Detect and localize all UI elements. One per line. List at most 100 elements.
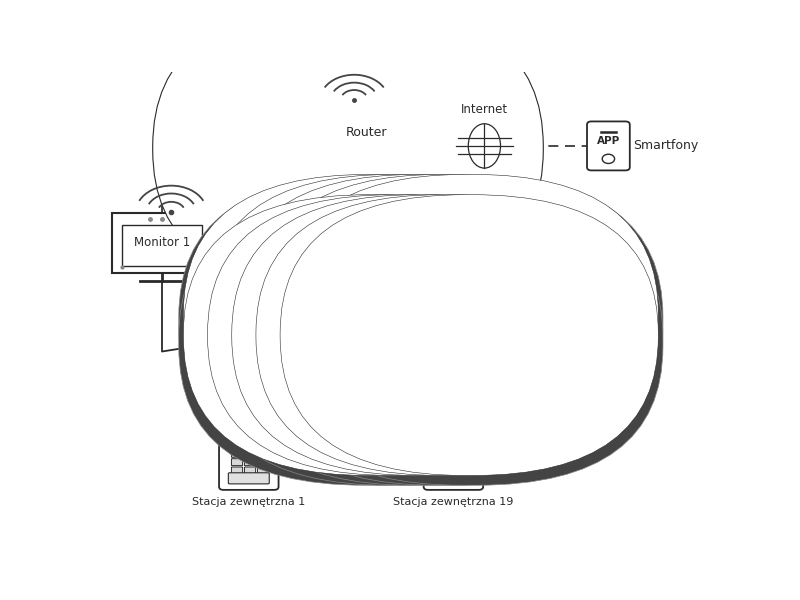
FancyBboxPatch shape	[462, 442, 474, 449]
FancyBboxPatch shape	[207, 194, 586, 476]
Circle shape	[238, 418, 259, 433]
FancyBboxPatch shape	[436, 451, 447, 457]
FancyBboxPatch shape	[231, 458, 242, 466]
FancyBboxPatch shape	[245, 451, 256, 457]
FancyBboxPatch shape	[251, 178, 638, 465]
FancyBboxPatch shape	[231, 442, 242, 449]
FancyBboxPatch shape	[256, 194, 634, 476]
FancyBboxPatch shape	[227, 178, 614, 465]
Circle shape	[233, 413, 265, 437]
FancyBboxPatch shape	[457, 332, 482, 350]
FancyBboxPatch shape	[283, 225, 363, 266]
FancyBboxPatch shape	[275, 199, 663, 485]
FancyBboxPatch shape	[385, 332, 409, 350]
FancyBboxPatch shape	[409, 311, 433, 329]
FancyBboxPatch shape	[351, 310, 494, 352]
Circle shape	[535, 308, 607, 362]
FancyBboxPatch shape	[587, 121, 630, 170]
Text: . . . . . . . .: . . . . . . . .	[370, 234, 482, 247]
FancyBboxPatch shape	[228, 473, 270, 484]
Text: CCTV: CCTV	[555, 376, 587, 389]
Text: UTP: UTP	[537, 314, 558, 324]
Text: UTP: UTP	[250, 351, 272, 361]
Text: Monitor 1: Monitor 1	[134, 236, 190, 250]
Text: Router: Router	[346, 127, 387, 139]
Circle shape	[553, 322, 590, 349]
FancyBboxPatch shape	[433, 473, 474, 484]
FancyBboxPatch shape	[203, 178, 590, 465]
FancyBboxPatch shape	[245, 458, 256, 466]
FancyBboxPatch shape	[122, 225, 202, 266]
FancyBboxPatch shape	[436, 442, 447, 449]
FancyBboxPatch shape	[203, 199, 590, 485]
FancyBboxPatch shape	[274, 213, 373, 273]
FancyBboxPatch shape	[258, 458, 269, 466]
FancyBboxPatch shape	[178, 199, 566, 485]
Text: UTP: UTP	[241, 337, 262, 347]
Text: UTP: UTP	[356, 349, 378, 359]
FancyBboxPatch shape	[183, 194, 562, 476]
FancyBboxPatch shape	[219, 403, 278, 490]
Text: Smartfony: Smartfony	[633, 139, 698, 152]
FancyBboxPatch shape	[256, 175, 634, 455]
FancyBboxPatch shape	[457, 311, 482, 329]
FancyBboxPatch shape	[349, 308, 496, 353]
FancyBboxPatch shape	[178, 178, 566, 465]
Text: . . . . . . . .: . . . . . . . .	[295, 428, 407, 441]
Text: Stacja zewnętrzna 1: Stacja zewnętrzna 1	[192, 497, 306, 507]
FancyBboxPatch shape	[227, 199, 614, 485]
FancyBboxPatch shape	[232, 175, 610, 455]
FancyBboxPatch shape	[280, 194, 658, 476]
FancyBboxPatch shape	[433, 311, 457, 329]
FancyBboxPatch shape	[462, 467, 474, 474]
FancyBboxPatch shape	[449, 458, 460, 466]
Text: Stacja zewnętrzna 19: Stacja zewnętrzna 19	[394, 497, 514, 507]
FancyBboxPatch shape	[436, 467, 447, 474]
FancyBboxPatch shape	[449, 467, 460, 474]
Text: Switch PoE: Switch PoE	[281, 324, 345, 337]
Text: UTP: UTP	[427, 351, 449, 361]
Circle shape	[454, 124, 514, 168]
Text: Monitor 6: Monitor 6	[494, 236, 550, 250]
FancyBboxPatch shape	[275, 178, 663, 465]
Text: APP: APP	[597, 136, 620, 146]
Text: Kamera: Kamera	[548, 370, 594, 383]
Text: Monitor 2: Monitor 2	[295, 236, 351, 250]
FancyBboxPatch shape	[183, 175, 562, 455]
FancyBboxPatch shape	[258, 451, 269, 457]
FancyBboxPatch shape	[385, 311, 409, 329]
FancyBboxPatch shape	[449, 442, 460, 449]
FancyBboxPatch shape	[207, 175, 586, 455]
Circle shape	[443, 418, 464, 433]
FancyBboxPatch shape	[361, 332, 385, 350]
FancyBboxPatch shape	[258, 442, 269, 449]
FancyBboxPatch shape	[449, 451, 460, 457]
FancyBboxPatch shape	[433, 332, 457, 350]
FancyBboxPatch shape	[472, 213, 571, 273]
FancyBboxPatch shape	[112, 213, 211, 273]
FancyBboxPatch shape	[232, 194, 610, 476]
FancyBboxPatch shape	[245, 467, 256, 474]
FancyBboxPatch shape	[436, 458, 447, 466]
Circle shape	[438, 413, 470, 437]
FancyBboxPatch shape	[361, 311, 385, 329]
FancyBboxPatch shape	[424, 403, 483, 490]
FancyBboxPatch shape	[231, 467, 242, 474]
FancyBboxPatch shape	[409, 332, 433, 350]
FancyBboxPatch shape	[462, 451, 474, 457]
FancyBboxPatch shape	[292, 119, 404, 145]
FancyBboxPatch shape	[314, 124, 325, 129]
FancyBboxPatch shape	[231, 451, 242, 457]
Text: UTP: UTP	[452, 349, 474, 359]
FancyBboxPatch shape	[330, 124, 341, 129]
FancyBboxPatch shape	[245, 442, 256, 449]
Circle shape	[602, 154, 614, 163]
FancyBboxPatch shape	[258, 467, 269, 474]
FancyBboxPatch shape	[462, 458, 474, 466]
FancyBboxPatch shape	[345, 124, 356, 129]
FancyBboxPatch shape	[251, 199, 638, 485]
FancyBboxPatch shape	[153, 8, 543, 289]
FancyBboxPatch shape	[280, 175, 658, 455]
FancyBboxPatch shape	[298, 124, 310, 129]
Text: UTP: UTP	[483, 332, 505, 343]
